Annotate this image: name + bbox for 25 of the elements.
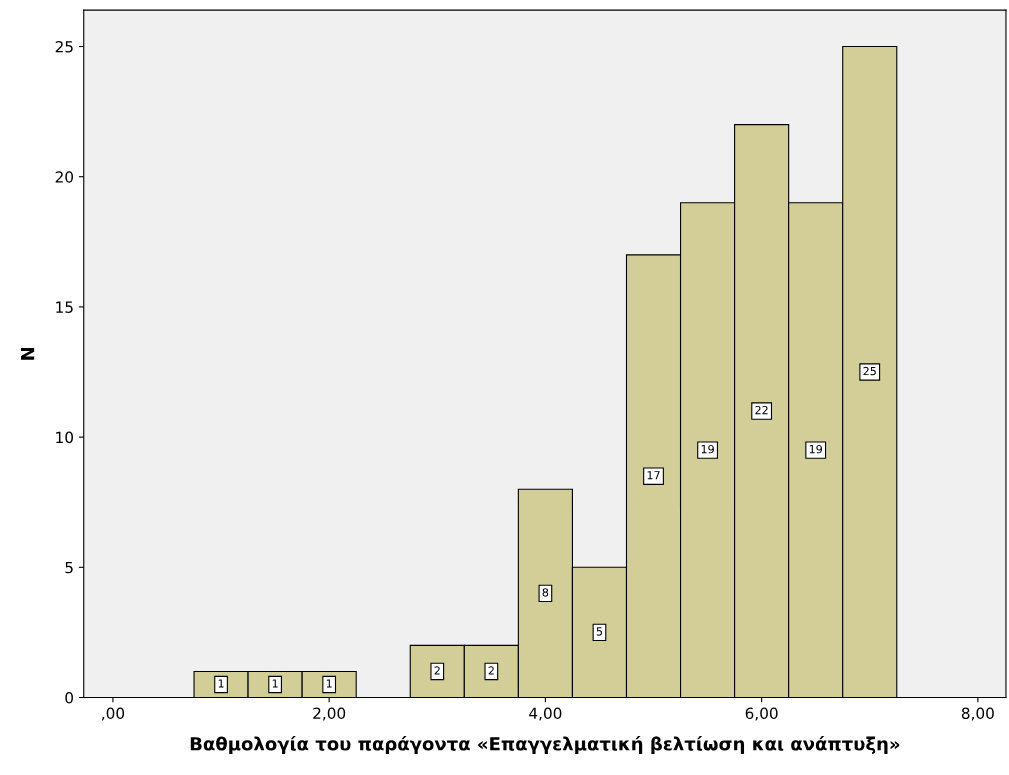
y-tick-label: 20 xyxy=(55,171,74,183)
y-tick-label: 25 xyxy=(55,40,73,53)
x-axis-title: Βαθμολογία του παράγοντα «Επαγγελματική βελτίωση και ανάπτυξη» xyxy=(190,735,900,755)
x-tick-label: 2,00 xyxy=(313,707,346,721)
data-label: 17 xyxy=(647,471,660,480)
y-tick-label: 5 xyxy=(65,561,73,574)
data-label: 19 xyxy=(701,444,714,454)
y-tick-label: 0 xyxy=(65,691,74,704)
x-tick-label: 6,00 xyxy=(745,707,778,721)
y-tick-label: 10 xyxy=(56,431,74,444)
data-label: 22 xyxy=(755,405,768,415)
y-tick-label: 15 xyxy=(56,301,73,313)
y-axis-title: N xyxy=(21,347,35,360)
data-label: 2 xyxy=(434,666,440,675)
data-label: 1 xyxy=(272,679,278,688)
x-tick-label: ,00 xyxy=(101,707,125,721)
x-tick-label: 8,00 xyxy=(961,707,994,721)
data-label: 1 xyxy=(326,679,332,688)
data-label: 1 xyxy=(218,679,224,688)
x-tick-label: 4,00 xyxy=(529,707,562,721)
data-label: 25 xyxy=(863,366,876,376)
data-label: 8 xyxy=(542,588,549,597)
data-label: 19 xyxy=(809,444,822,454)
data-label: 2 xyxy=(488,666,494,675)
data-label: 5 xyxy=(596,627,603,636)
